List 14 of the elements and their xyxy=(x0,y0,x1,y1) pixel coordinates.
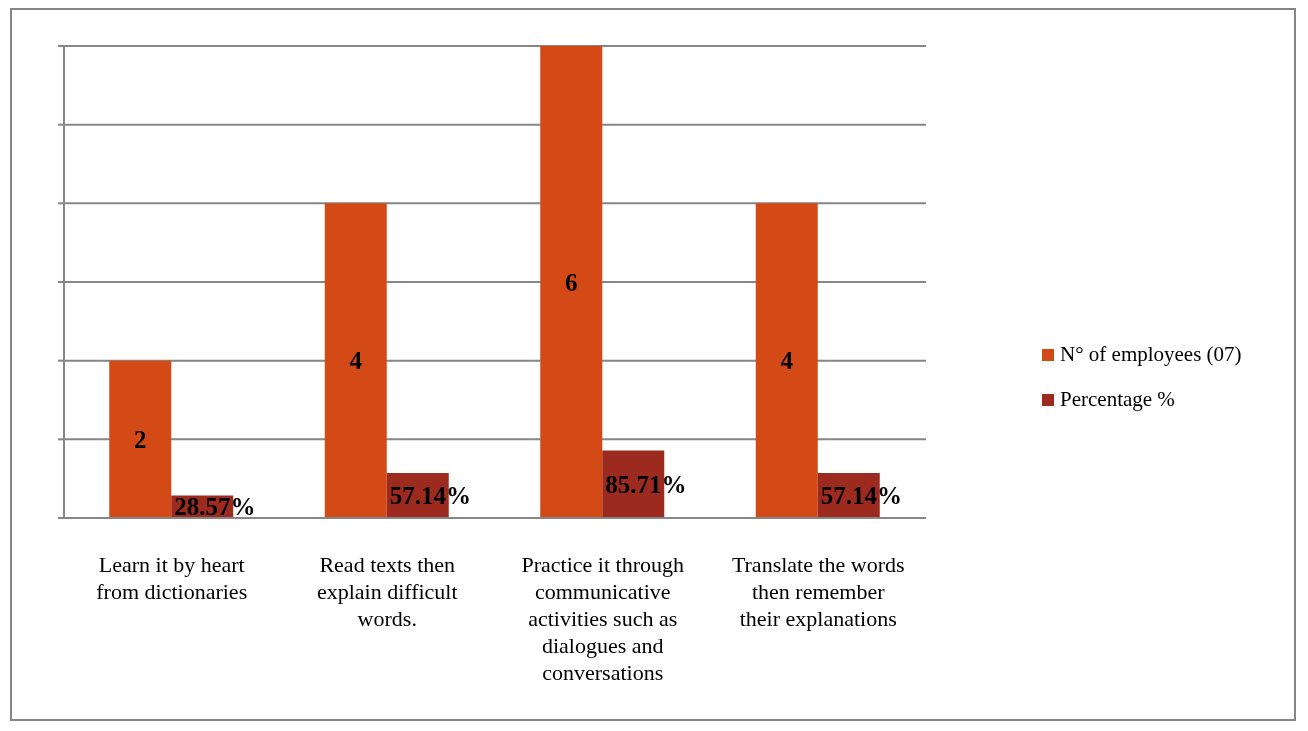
data-label: 6 xyxy=(565,268,578,296)
x-tick-label: Translate the words then remember their explanations xyxy=(731,552,905,631)
bar xyxy=(109,360,172,518)
x-tick-label: Learn it by heart from dictionaries xyxy=(96,552,248,604)
data-label: 2 xyxy=(134,425,147,453)
bar xyxy=(755,203,818,518)
data-label: 4 xyxy=(349,347,363,375)
x-tick-label: Read texts then explain difficult words. xyxy=(316,552,458,631)
legend-label: Percentage % xyxy=(1060,387,1175,412)
bar xyxy=(540,46,603,518)
x-tick-label: Practice it through communicative activities such as dialogues and conversations xyxy=(521,552,685,685)
bar xyxy=(324,203,387,518)
data-label: 4 xyxy=(780,347,794,375)
legend-label: N° of employees (07) xyxy=(1060,342,1242,367)
